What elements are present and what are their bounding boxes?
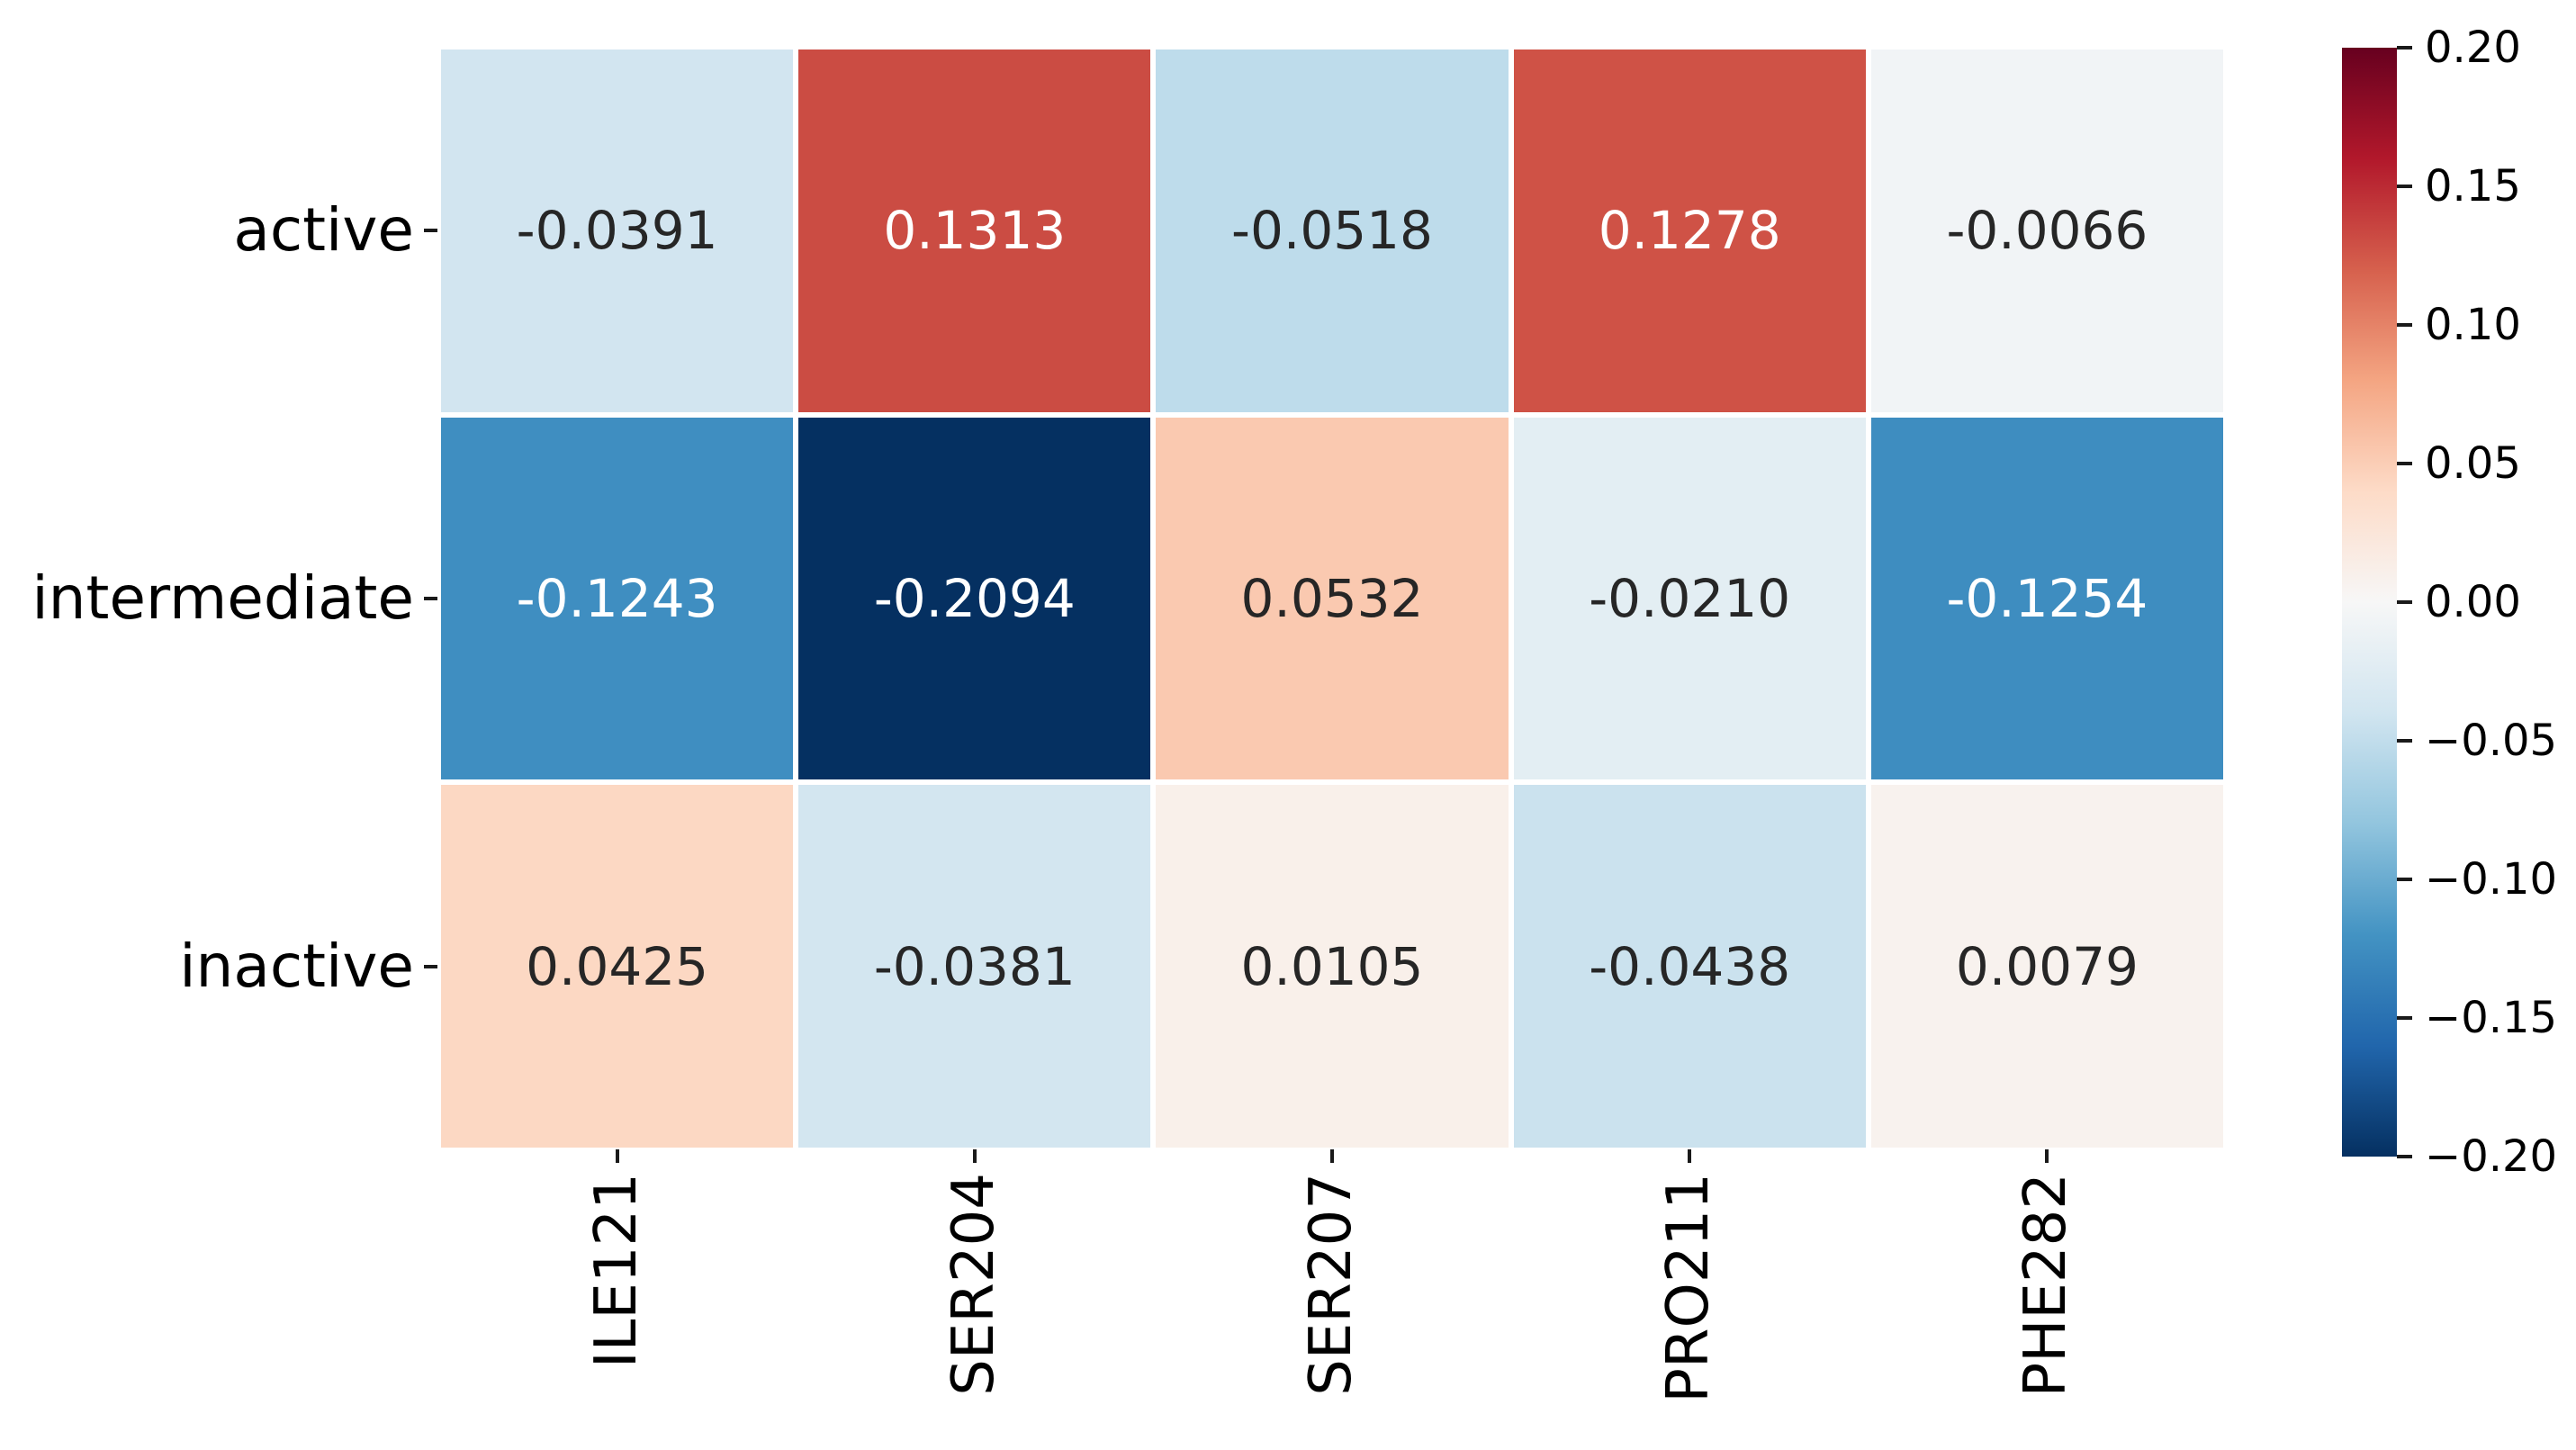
heatmap-cell-active-PHE282: -0.0066: [1870, 50, 2223, 412]
x-tick-mark: [1688, 1149, 1692, 1163]
x-tick-mark: [972, 1149, 977, 1163]
heatmap-cell-active-SER207: -0.0518: [1156, 50, 1509, 412]
colorbar-tick-label: −0.15: [2425, 993, 2558, 1043]
x-tick-mark: [2045, 1149, 2049, 1163]
y-tick-mark: [424, 597, 437, 600]
heatmap-grid: -0.0391 0.1313 -0.0518 0.1278 -0.0066 -0.1243…: [441, 50, 2223, 1148]
colorbar-tick-mark: [2397, 462, 2412, 465]
colorbar-tick-mark: [2397, 878, 2412, 881]
heatmap-cell-inactive-SER207: 0.0105: [1156, 785, 1509, 1148]
heatmap-cell-inactive-SER204: -0.0381: [798, 785, 1151, 1148]
colorbar-tick-label: 0.10: [2425, 300, 2521, 350]
y-tick-label-active: active: [233, 195, 414, 266]
heatmap-cell-intermediate-SER207: 0.0532: [1156, 417, 1509, 780]
colorbar-tick-label: 0.05: [2425, 438, 2521, 489]
y-tick-label-inactive: inactive: [179, 931, 414, 1001]
x-tick-label-SER207: SER207: [1298, 1173, 1365, 1396]
y-tick-mark: [424, 229, 437, 233]
x-tick-label-SER204: SER204: [941, 1173, 1007, 1396]
colorbar-tick-label: −0.20: [2425, 1131, 2558, 1182]
x-tick-mark: [615, 1149, 619, 1163]
heatmap-cell-intermediate-PRO211: -0.0210: [1513, 417, 1866, 780]
heatmap-cell-inactive-PHE282: 0.0079: [1870, 785, 2223, 1148]
colorbar-tick-mark: [2397, 1016, 2412, 1020]
colorbar-tick-mark: [2397, 600, 2412, 604]
heatmap-cell-intermediate-PHE282: -0.1254: [1870, 417, 2223, 780]
colorbar: [2342, 48, 2397, 1157]
colorbar-tick-label: 0.15: [2425, 161, 2521, 212]
heatmap-cell-inactive-PRO211: -0.0438: [1513, 785, 1866, 1148]
colorbar-tick-label: 0.00: [2425, 577, 2521, 627]
colorbar-tick-mark: [2397, 323, 2412, 327]
x-tick-label-PRO211: PRO211: [1655, 1173, 1723, 1403]
heatmap-cell-active-SER204: 0.1313: [798, 50, 1151, 412]
colorbar-tick-mark: [2397, 739, 2412, 743]
y-tick-mark: [424, 964, 437, 968]
heatmap-cell-active-PRO211: 0.1278: [1513, 50, 1866, 412]
heatmap-cell-inactive-ILE121: 0.0425: [441, 785, 794, 1148]
y-tick-label-intermediate: intermediate: [32, 563, 414, 633]
colorbar-tick-mark: [2397, 185, 2412, 188]
heatmap-cell-active-ILE121: -0.0391: [441, 50, 794, 412]
x-tick-mark: [1330, 1149, 1334, 1163]
colorbar-tick-label: 0.20: [2425, 23, 2521, 73]
colorbar-tick-mark: [2397, 1155, 2412, 1158]
heatmap-cell-intermediate-SER204: -0.2094: [798, 417, 1151, 780]
colorbar-tick-mark: [2397, 46, 2412, 50]
colorbar-tick-label: −0.10: [2425, 854, 2558, 905]
x-tick-label-ILE121: ILE121: [582, 1173, 650, 1369]
heatmap-cell-intermediate-ILE121: -0.1243: [441, 417, 794, 780]
colorbar-tick-label: −0.05: [2425, 716, 2558, 766]
x-tick-label-PHE282: PHE282: [2013, 1173, 2080, 1398]
